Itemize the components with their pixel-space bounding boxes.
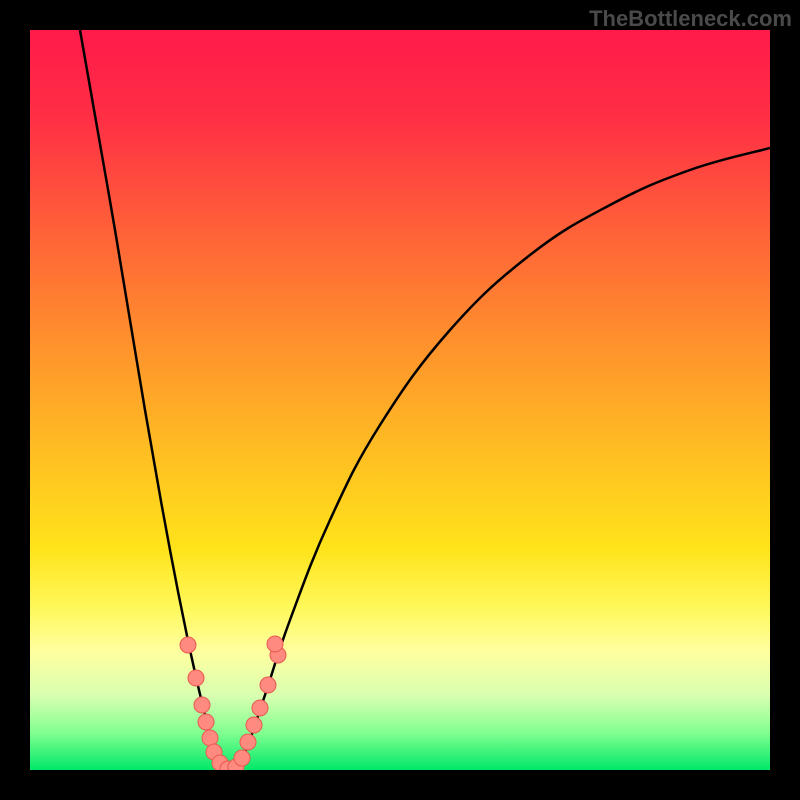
attribution-text: TheBottleneck.com (589, 6, 792, 32)
gradient-background (30, 30, 770, 770)
plot-area (30, 30, 770, 770)
chart-container: TheBottleneck.com (0, 0, 800, 800)
